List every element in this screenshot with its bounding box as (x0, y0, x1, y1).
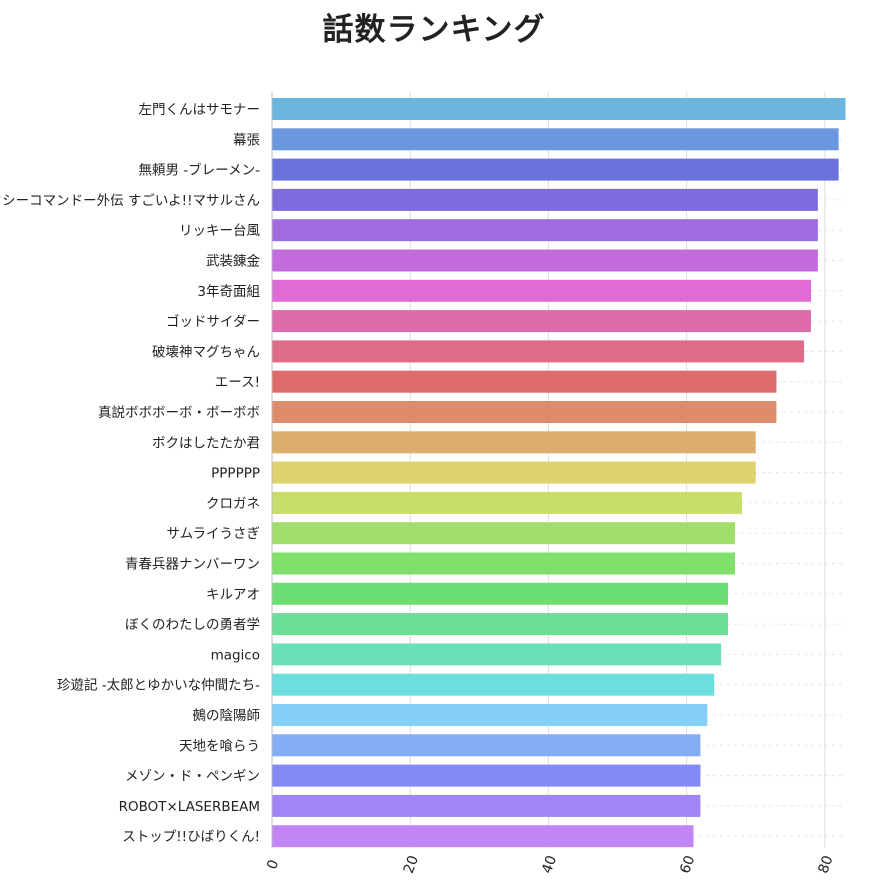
bar[interactable] (272, 764, 701, 787)
category-label: リッキー台風 (179, 223, 260, 239)
bar[interactable] (272, 491, 742, 514)
x-tick-label: 0 (264, 858, 282, 872)
bar[interactable] (272, 340, 805, 363)
category-label: 青春兵器ナンバーワン (125, 557, 260, 573)
x-tick-label: 40 (539, 854, 560, 876)
x-tick-labels: 0 20 40 60 80 (264, 854, 836, 876)
category-label: 3年奇面組 (197, 283, 260, 300)
category-label: PPPPPP (211, 466, 260, 482)
x-tick-label: 20 (401, 854, 422, 876)
category-label: メゾン・ド・ペンギン (125, 769, 260, 785)
chart-title: 話数ランキング (322, 12, 546, 48)
bar[interactable] (272, 158, 839, 181)
bar[interactable] (272, 825, 694, 848)
bar[interactable] (272, 249, 818, 272)
bar[interactable] (272, 613, 729, 636)
category-label: magico (211, 647, 260, 663)
category-label: クロガネ (206, 496, 260, 512)
category-label: ぼくのわたしの勇者学 (125, 617, 260, 633)
bar[interactable] (272, 643, 722, 666)
category-label: 破壊神マグちゃん (152, 344, 260, 360)
bar[interactable] (272, 794, 701, 817)
category-label: 天地を喰らう (179, 738, 260, 754)
bar[interactable] (272, 128, 839, 151)
bar[interactable] (272, 522, 735, 545)
bar[interactable] (272, 219, 818, 242)
bar[interactable] (272, 673, 715, 696)
bar[interactable] (272, 188, 818, 211)
category-label: サムライうさぎ (166, 526, 260, 542)
bar[interactable] (272, 401, 777, 423)
category-label: 武装錬金 (206, 254, 260, 270)
bar[interactable] (272, 370, 777, 393)
category-label: 真説ボボボーボ・ボーボボ (98, 405, 260, 421)
category-label: エース! (215, 375, 260, 391)
category-label: セクシーコマンドー外伝 すごいよ!!マサルさん (0, 193, 260, 209)
category-label: 幕張 (233, 132, 260, 148)
category-label: 左門くんはサモナー (139, 102, 261, 118)
category-label: 鵺の陰陽師 (193, 708, 261, 724)
bar[interactable] (272, 734, 701, 757)
category-label: 無頼男 -ブレーメン- (139, 162, 261, 179)
category-label: ゴッドサイダー (166, 313, 260, 330)
x-tick-label: 60 (677, 854, 698, 876)
category-label: ストップ!!ひばりくん! (122, 829, 260, 845)
category-label: 珍遊記 -太郎とゆかいな仲間たち- (57, 677, 260, 694)
bar[interactable] (272, 431, 756, 454)
bars (272, 98, 846, 848)
category-label: キルアオ (206, 587, 260, 603)
bar[interactable] (272, 461, 756, 484)
bar[interactable] (272, 310, 811, 333)
bar[interactable] (272, 582, 729, 605)
category-label: ボクはしたたか君 (152, 435, 260, 451)
bar[interactable] (272, 552, 735, 575)
bar[interactable] (272, 279, 811, 302)
category-label: ROBOT×LASERBEAM (119, 799, 260, 815)
bar[interactable] (272, 704, 708, 726)
bar[interactable] (272, 98, 846, 120)
x-tick-label: 80 (815, 854, 836, 876)
